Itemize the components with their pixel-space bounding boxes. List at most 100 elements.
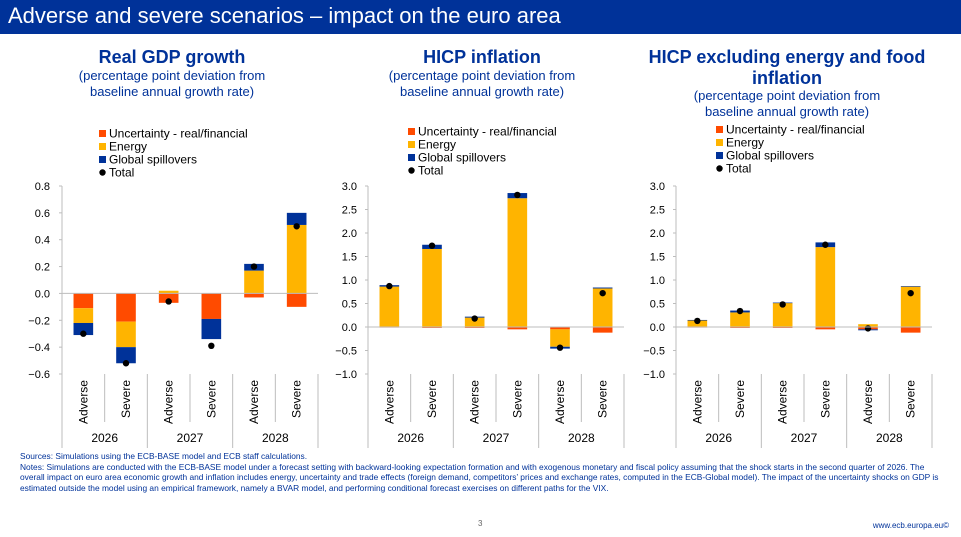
category-label: Adverse <box>162 380 176 424</box>
group-label: 2027 <box>483 431 510 445</box>
bar-segment <box>730 312 750 327</box>
bar-segment <box>116 347 136 364</box>
y-tick-label: 2.0 <box>650 228 665 240</box>
legend-label: Energy <box>109 140 147 154</box>
total-marker <box>80 330 87 337</box>
sources-text: Sources: Simulations using the ECB-BASE … <box>20 451 308 461</box>
bar-segment <box>507 198 528 327</box>
bar-segment <box>422 248 442 327</box>
bar-segment <box>815 327 836 330</box>
notes-block: Sources: Simulations using the ECB-BASE … <box>20 451 940 493</box>
bar-segment <box>286 224 307 294</box>
y-tick-label: −1.0 <box>335 369 357 381</box>
y-tick-label: −1.0 <box>643 369 665 381</box>
total-marker <box>428 242 436 249</box>
legend-label: Total <box>418 164 443 178</box>
legend-swatch <box>408 154 415 161</box>
bar-segment <box>158 293 179 303</box>
y-tick-label: 0.0 <box>650 322 665 334</box>
category-label: Severe <box>904 380 918 418</box>
y-tick-label: −0.6 <box>28 369 50 381</box>
legend-label: Uncertainty - real/financial <box>418 125 557 139</box>
bar-segment <box>550 329 570 347</box>
bar-segment <box>116 321 136 348</box>
total-marker <box>514 191 521 199</box>
total-marker <box>599 289 606 297</box>
header-bar: Adverse and severe scenarios – impact on… <box>0 0 961 34</box>
bar-segment <box>379 286 400 327</box>
bar-segment <box>592 327 613 333</box>
legend-swatch <box>716 139 723 146</box>
total-marker <box>907 289 914 297</box>
bar-segment <box>116 293 136 322</box>
y-tick-label: 0.0 <box>35 288 50 300</box>
bar-segment <box>592 287 613 289</box>
chart-subtitle-hicp: (percentage point deviation from baselin… <box>388 68 576 99</box>
y-tick-label: 2.0 <box>342 228 357 240</box>
chart-subtitle-hicpx: (percentage point deviation from baselin… <box>693 88 881 119</box>
category-label: Adverse <box>690 380 704 424</box>
legend-swatch <box>716 126 723 133</box>
y-tick-label: 0.6 <box>35 208 50 220</box>
bar-segment <box>550 327 570 330</box>
bar-segment <box>244 293 264 298</box>
chart-title-hicpx: HICP excluding energy and food inflation <box>648 47 926 88</box>
category-label: Severe <box>596 380 610 418</box>
category-label: Severe <box>818 380 832 418</box>
group-label: 2026 <box>705 431 732 445</box>
total-marker <box>165 298 172 305</box>
y-tick-label: 3.0 <box>650 181 665 193</box>
y-tick-label: 2.5 <box>650 205 665 217</box>
total-marker <box>386 282 393 290</box>
legend-label: Total <box>109 166 134 180</box>
legend-label: Global spillovers <box>726 149 814 163</box>
legend-swatch <box>99 156 106 163</box>
chart-subtitle-gdp: (percentage point deviation from baselin… <box>78 68 266 99</box>
bar-segment <box>507 327 528 330</box>
legend-swatch <box>99 143 106 150</box>
y-tick-label: 0.0 <box>342 322 357 334</box>
y-tick-label: 0.5 <box>342 299 357 311</box>
category-label: Adverse <box>468 380 482 424</box>
category-label: Severe <box>119 380 133 418</box>
group-label: 2028 <box>568 431 595 445</box>
bar-segment <box>73 308 94 323</box>
category-label: Adverse <box>861 380 875 424</box>
bar-segment <box>815 247 836 327</box>
group-label: 2026 <box>91 431 118 445</box>
total-marker <box>864 325 872 332</box>
page-number: 3 <box>478 519 483 528</box>
chart-title-hicp: HICP inflation <box>423 47 541 67</box>
y-tick-label: −0.4 <box>28 342 50 354</box>
legend-label: Global spillovers <box>418 151 506 165</box>
y-tick-label: −0.2 <box>28 315 50 327</box>
group-label: 2027 <box>177 431 204 445</box>
bar-segment <box>244 270 264 294</box>
group-label: 2028 <box>262 431 289 445</box>
chart-title-gdp: Real GDP growth <box>98 47 246 67</box>
y-tick-label: 1.0 <box>342 275 357 287</box>
legend-label: Energy <box>418 138 456 152</box>
footer-url: www.ecb.europa.eu© <box>872 521 949 530</box>
total-marker <box>471 315 478 322</box>
total-marker <box>208 342 215 349</box>
category-label: Severe <box>510 380 524 418</box>
bar-segment <box>73 322 94 336</box>
category-label: Adverse <box>382 380 396 424</box>
total-marker <box>250 263 258 270</box>
y-tick-label: 0.4 <box>35 235 50 247</box>
legend-swatch <box>716 165 723 172</box>
legend-label: Global spillovers <box>109 153 197 167</box>
bar-segment <box>286 212 307 225</box>
bar-segment <box>464 317 485 327</box>
bar-segment <box>772 303 793 327</box>
y-tick-label: −0.5 <box>335 346 357 358</box>
category-label: Adverse <box>776 380 790 424</box>
total-marker <box>822 241 829 248</box>
group-label: 2026 <box>397 431 424 445</box>
y-tick-label: 0.5 <box>650 299 665 311</box>
bar-segment <box>900 286 921 287</box>
